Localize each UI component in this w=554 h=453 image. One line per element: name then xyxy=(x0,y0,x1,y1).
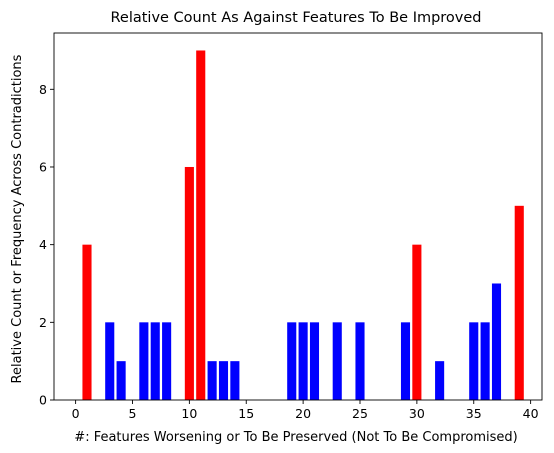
bar-36 xyxy=(480,322,490,400)
bar-39 xyxy=(514,205,524,400)
x-tick-label: 40 xyxy=(523,406,539,421)
bar-29 xyxy=(400,322,411,400)
x-tick-label: 5 xyxy=(129,406,137,421)
bar-7 xyxy=(150,322,160,400)
bars-group xyxy=(82,50,524,400)
bar-20 xyxy=(298,322,308,400)
bar-4 xyxy=(116,361,126,400)
bar-1 xyxy=(82,244,92,400)
y-tick-label: 0 xyxy=(39,393,47,408)
x-tick-label: 25 xyxy=(352,406,368,421)
bar-37 xyxy=(491,283,502,400)
x-axis-ticks: 0 5 10 15 20 25 30 35 40 xyxy=(72,400,539,421)
y-tick-label: 6 xyxy=(39,159,47,174)
bar-30 xyxy=(412,244,422,400)
bar-13 xyxy=(218,361,229,400)
bar-21 xyxy=(309,322,320,400)
bar-10 xyxy=(184,166,194,400)
bar-35 xyxy=(469,322,479,400)
y-tick-label: 4 xyxy=(39,237,47,252)
plot-frame xyxy=(53,32,543,401)
bar-19 xyxy=(287,322,297,400)
bar-23 xyxy=(332,322,342,400)
y-axis-ticks: 0 2 4 6 8 xyxy=(39,82,54,408)
y-tick-label: 2 xyxy=(39,315,47,330)
x-tick-label: 20 xyxy=(295,406,311,421)
bar-8 xyxy=(162,322,172,400)
bar-6 xyxy=(139,322,149,400)
x-tick-label: 0 xyxy=(72,406,80,421)
bar-25 xyxy=(355,322,365,400)
x-tick-label: 15 xyxy=(238,406,254,421)
bar-3 xyxy=(105,322,115,400)
x-tick-label: 10 xyxy=(181,406,197,421)
bar-32 xyxy=(435,361,445,400)
bar-11 xyxy=(196,50,206,400)
y-axis-label: Relative Count or Frequency Across Contr… xyxy=(10,54,25,383)
x-axis-label: #: Features Worsening or To Be Preserved… xyxy=(74,430,517,445)
bar-12 xyxy=(207,361,217,400)
chart-title: Relative Count As Against Features To Be… xyxy=(110,10,481,26)
bar-14 xyxy=(230,361,240,400)
y-tick-label: 8 xyxy=(39,82,47,97)
x-tick-label: 35 xyxy=(466,406,482,421)
x-tick-label: 30 xyxy=(409,406,425,421)
